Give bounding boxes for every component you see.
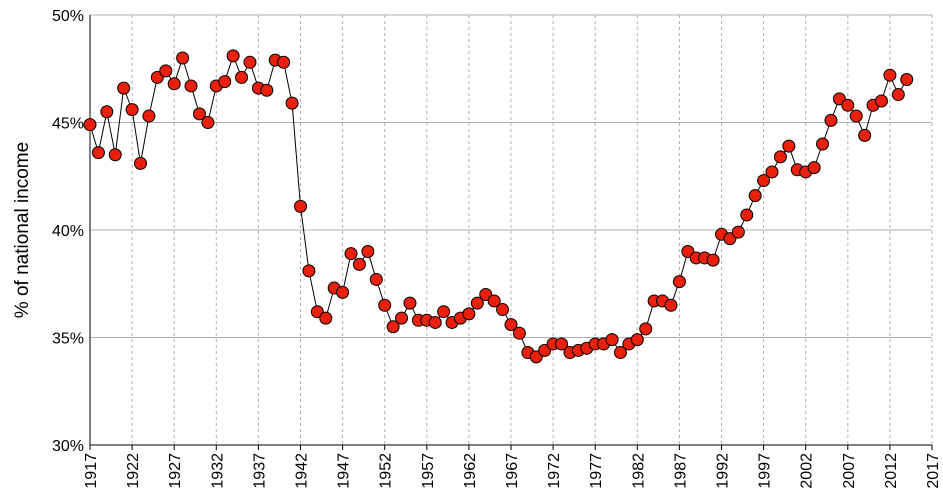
point [496,303,510,317]
x-tick-label: 1992 [715,453,732,489]
x-tick-label: 2017 [925,453,942,489]
point [218,75,232,89]
x-tick-label: 1987 [672,453,689,489]
point [740,208,754,222]
point [605,333,619,347]
x-tick-label: 1982 [630,453,647,489]
point [706,253,720,267]
x-tick-label: 1962 [462,453,479,489]
x-tick-label: 1977 [588,453,605,489]
point [900,73,914,86]
point [134,156,148,170]
point [235,70,249,84]
point [462,307,476,321]
x-tick-label: 1947 [336,453,353,489]
point [344,247,358,261]
point [841,98,855,112]
point [277,55,291,69]
x-tick-label: 1967 [504,453,521,489]
y-tick-label: 35% [52,331,84,348]
point [361,245,375,258]
y-tick-label: 40% [52,223,84,240]
x-tick-label: 1942 [294,453,311,489]
point [824,113,838,127]
point [639,322,653,336]
x-tick-label: 1927 [167,453,184,489]
point [91,146,105,160]
x-tick-label: 2012 [883,453,900,489]
point [142,109,156,123]
point [226,49,240,63]
x-tick-label: 1937 [251,453,268,489]
point [336,285,350,299]
x-tick-label: 1972 [546,453,563,489]
y-axis-label: % of national income [12,142,33,318]
point [302,264,316,278]
point [630,333,644,347]
point [378,298,392,312]
point [117,81,131,95]
x-tick-label: 1932 [209,453,226,489]
point [773,150,787,164]
point [285,96,299,110]
point [504,318,518,332]
point [167,77,181,91]
point [294,199,307,213]
point [159,64,173,78]
point [672,275,686,289]
y-tick-label: 30% [52,438,84,455]
point [100,105,114,119]
point [386,320,400,334]
point [782,139,796,153]
point [352,257,366,271]
y-tick-label: 50% [52,8,84,25]
point [184,79,198,93]
point [108,148,122,162]
point [807,161,821,175]
point [858,128,872,142]
x-tick-label: 1922 [125,453,142,489]
point [176,51,190,65]
point [319,311,333,325]
point [260,83,274,97]
point [192,107,206,121]
point [874,94,888,108]
point [613,346,627,360]
x-tick-label: 1917 [83,453,100,489]
point [757,174,771,188]
point [201,116,215,129]
point [891,88,905,102]
point [243,55,257,69]
point [470,296,484,310]
point [731,225,745,239]
point [403,296,417,310]
y-tick-label: 45% [52,116,84,133]
point [369,272,383,286]
x-tick-label: 1997 [757,453,774,489]
point [512,326,526,340]
point [428,315,442,329]
point [555,337,569,351]
point [437,305,451,319]
point [748,189,762,203]
x-tick-label: 1952 [378,453,395,489]
point [849,109,863,123]
x-tick-label: 1957 [420,453,437,489]
x-tick-label: 2007 [841,453,858,489]
point [487,294,501,308]
point [395,311,409,325]
point [664,298,678,312]
point [883,68,897,82]
point [816,137,830,151]
point [765,165,779,179]
x-tick-label: 2002 [799,453,816,489]
point [125,103,139,117]
point [83,118,97,132]
